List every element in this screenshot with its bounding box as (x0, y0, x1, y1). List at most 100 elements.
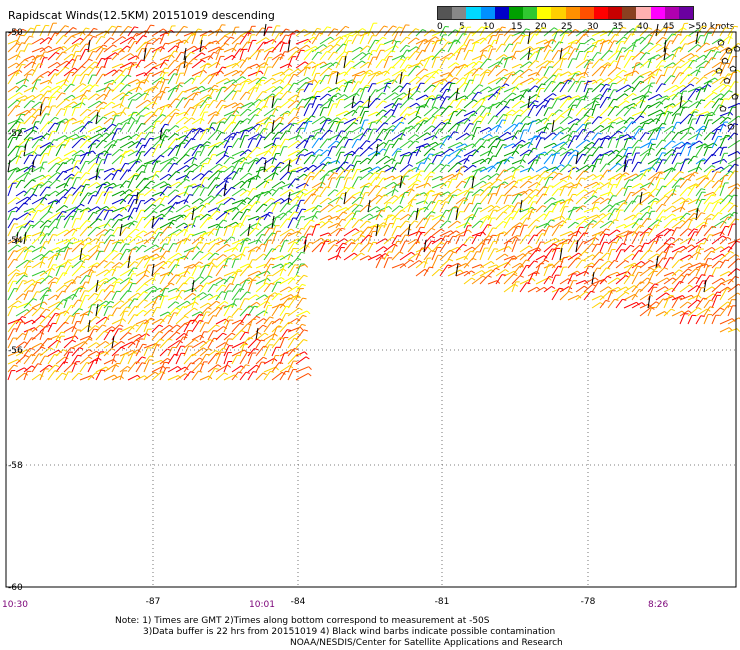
wind-barb (135, 291, 148, 301)
wind-barb (599, 241, 609, 253)
wind-barb (215, 42, 230, 53)
wind-barb (431, 56, 440, 69)
wind-barb (295, 314, 307, 325)
wind-barb (447, 111, 458, 125)
wind-barb (567, 29, 579, 37)
wind-barb (167, 73, 178, 85)
wind-barb (79, 34, 93, 45)
wind-barb (255, 41, 268, 53)
wind-barb (71, 107, 80, 117)
wind-barb (615, 84, 632, 93)
wind-barb (543, 60, 555, 69)
wind-barb (247, 270, 262, 277)
wind-barb (655, 46, 669, 53)
wind-barb (471, 98, 486, 109)
wind-barb (687, 111, 698, 125)
wind-barb (695, 31, 705, 45)
wind-barb (359, 69, 374, 77)
wind-barb (263, 172, 279, 181)
wind-barb (303, 239, 314, 253)
wind-barb (239, 108, 252, 117)
wind-barb (183, 98, 194, 109)
wind-barb (559, 107, 574, 117)
wind-barb (503, 114, 512, 125)
wind-barb (295, 49, 305, 61)
wind-barb (271, 86, 284, 93)
wind-barb (559, 28, 572, 37)
wind-barb (223, 247, 239, 253)
wind-barb (95, 36, 106, 45)
wind-barb (535, 47, 545, 61)
wind-barb (31, 145, 42, 157)
note-line-3: NOAA/NESDIS/Center for Satellite Applica… (290, 638, 563, 648)
wind-barb (55, 60, 71, 69)
wind-barb (175, 240, 186, 253)
wind-barb (607, 241, 617, 253)
wind-barb (223, 121, 237, 133)
wind-barb (679, 43, 689, 53)
wind-barb (383, 45, 399, 53)
lon-tick-label: -87 (146, 597, 161, 607)
wind-barb (247, 195, 260, 205)
wind-barb (663, 218, 678, 229)
wind-barb (287, 135, 303, 141)
wind-barb (423, 134, 438, 141)
wind-barb (31, 108, 43, 117)
wind-barb (327, 71, 337, 85)
wind-barb (47, 32, 59, 45)
wind-barb (631, 39, 641, 53)
wind-barb (23, 115, 36, 125)
wind-barb (327, 43, 341, 53)
wind-barb (63, 133, 80, 141)
wind-barb (31, 63, 43, 77)
wind-barb (303, 79, 318, 85)
wind-barb (39, 113, 50, 125)
wind-barb (343, 81, 353, 93)
wind-barb (375, 43, 385, 53)
wind-barb (447, 77, 459, 85)
wind-barb (55, 139, 70, 149)
wind-barb (215, 99, 226, 109)
wind-barb (175, 82, 184, 93)
wind-barb (359, 84, 371, 93)
wind-barb (111, 111, 127, 117)
wind-barb (199, 96, 212, 109)
wind-barb (239, 80, 250, 93)
wind-barb (679, 284, 693, 293)
wind-barb (631, 75, 644, 85)
wind-barb (87, 304, 96, 317)
wind-barb (607, 105, 619, 117)
wind-barb (727, 56, 738, 69)
wind-barb (703, 146, 712, 157)
wind-barb (631, 80, 645, 93)
wind-barb (455, 117, 471, 125)
wind-barb (279, 42, 288, 53)
wind-barb (263, 121, 273, 133)
wind-barb (671, 121, 681, 133)
wind-barb (471, 194, 480, 205)
wind-barb (615, 249, 625, 261)
wind-barb (599, 50, 613, 61)
wind-barb (679, 178, 692, 189)
wind-barb (279, 34, 290, 45)
wind-barb (223, 170, 238, 181)
wind-barb (711, 123, 727, 133)
wind-barb (583, 131, 594, 141)
wind-barb (711, 24, 722, 37)
wind-barb (487, 115, 499, 125)
wind-barb (575, 259, 587, 269)
wind-barb (319, 119, 331, 133)
wind-barb (263, 66, 272, 77)
wind-barb (247, 70, 264, 77)
wind-barb (423, 162, 435, 173)
wind-barb (415, 170, 425, 181)
wind-barb (647, 43, 662, 53)
wind-barb (79, 121, 93, 133)
wind-barb (575, 80, 586, 93)
wind-barb (583, 243, 596, 253)
wind-barb (719, 90, 733, 101)
wind-barb (639, 122, 649, 133)
wind-barb (287, 56, 297, 69)
wind-barb (111, 50, 125, 61)
wind-barb (615, 69, 627, 77)
